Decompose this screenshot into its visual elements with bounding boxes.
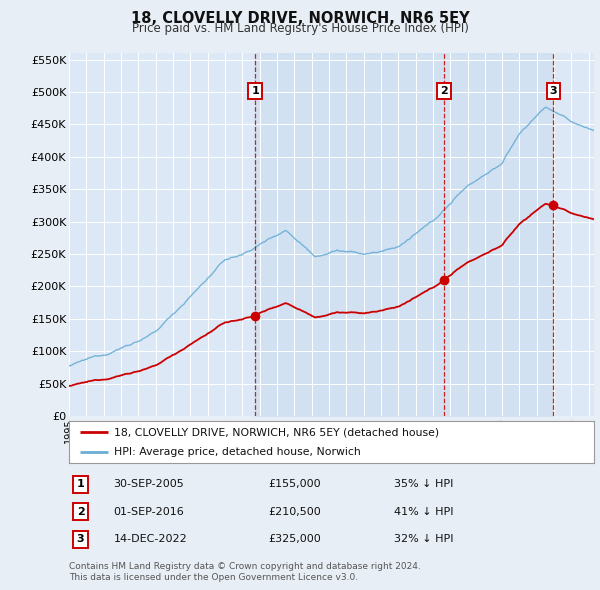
Text: Price paid vs. HM Land Registry's House Price Index (HPI): Price paid vs. HM Land Registry's House … (131, 22, 469, 35)
Text: £210,500: £210,500 (269, 507, 321, 517)
Text: 41% ↓ HPI: 41% ↓ HPI (395, 507, 454, 517)
Text: 32% ↓ HPI: 32% ↓ HPI (395, 535, 454, 544)
Text: HPI: Average price, detached house, Norwich: HPI: Average price, detached house, Norw… (113, 447, 361, 457)
Text: 18, CLOVELLY DRIVE, NORWICH, NR6 5EY (detached house): 18, CLOVELLY DRIVE, NORWICH, NR6 5EY (de… (113, 427, 439, 437)
Text: 14-DEC-2022: 14-DEC-2022 (113, 535, 187, 544)
Text: 1: 1 (77, 480, 85, 489)
Text: £325,000: £325,000 (269, 535, 321, 544)
Text: 2: 2 (77, 507, 85, 517)
Text: 3: 3 (550, 86, 557, 96)
Text: Contains HM Land Registry data © Crown copyright and database right 2024.
This d: Contains HM Land Registry data © Crown c… (69, 562, 421, 582)
Text: 35% ↓ HPI: 35% ↓ HPI (395, 480, 454, 489)
Text: 18, CLOVELLY DRIVE, NORWICH, NR6 5EY: 18, CLOVELLY DRIVE, NORWICH, NR6 5EY (131, 11, 469, 25)
Text: 01-SEP-2016: 01-SEP-2016 (113, 507, 184, 517)
Text: 3: 3 (77, 535, 85, 544)
Text: 30-SEP-2005: 30-SEP-2005 (113, 480, 184, 489)
Text: 1: 1 (251, 86, 259, 96)
Text: £155,000: £155,000 (269, 480, 321, 489)
Text: 2: 2 (440, 86, 448, 96)
